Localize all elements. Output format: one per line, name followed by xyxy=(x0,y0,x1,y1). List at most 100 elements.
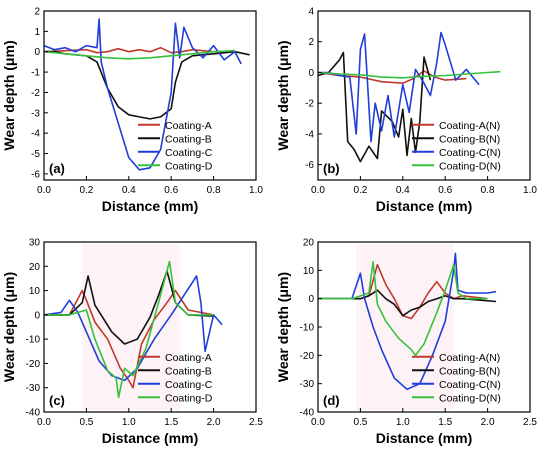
chart-panel-3: 0.0 0.5 1.0 1.5 2.0 2.5 -40 -30 -20 -10 0 10 20 30 Dis… xyxy=(1,238,263,447)
x-axis-title: Distance (mm) xyxy=(102,198,198,214)
x-tick-label: 2.5 xyxy=(249,417,263,428)
legend-entry: Coating-D(N) xyxy=(439,160,501,172)
y-tick-label: -6 xyxy=(31,169,40,180)
x-tick-label: 2.5 xyxy=(523,417,537,428)
legend-entry: Coating-C xyxy=(165,379,213,391)
series-line-Coating-D xyxy=(43,49,235,60)
legend-entry: Coating-D(N) xyxy=(439,392,501,404)
chart-panel-4: 0.0 0.5 1.0 1.5 2.0 2.5 -40 -30 -20 -10 0 10 20 Dista… xyxy=(275,238,537,447)
legend: Coating-A(N)Coating-B(N) Coating-C(N)Coat… xyxy=(412,120,501,172)
y-tick-label: 0 xyxy=(308,68,314,79)
series-line-Coating-C(N) xyxy=(318,31,480,143)
chart-panel-1: 0.0 0.2 0.4 0.6 0.8 1.0 -6 -5 -4 -3 -2 -1 0 1 2 Distanc… xyxy=(1,7,263,215)
legend-entry: Coating-B(N) xyxy=(439,365,500,377)
x-tick-label: 0.2 xyxy=(79,185,93,196)
x-tick-label: 0.5 xyxy=(79,417,93,428)
x-tick-label: 1.5 xyxy=(438,417,452,428)
y-tick-label: -40 xyxy=(300,408,315,419)
panel-label: (d) xyxy=(323,393,340,408)
x-tick-label: 0.4 xyxy=(122,185,136,196)
y-tick-label: -6 xyxy=(305,160,314,171)
legend-entry: Coating-D xyxy=(165,160,213,172)
x-tick-label: 1.0 xyxy=(396,417,410,428)
x-tick-label: 0.0 xyxy=(37,185,51,196)
chart-panel-2: 0.0 0.2 0.4 0.6 0.8 1.0 -6 -4 -2 0 2 4 Distance (mm)… xyxy=(275,7,537,215)
legend: Coating-A(N)Coating-B(N) Coating-C(N)Coat… xyxy=(412,352,501,404)
plot-frame xyxy=(317,10,531,181)
y-tick-label: 1 xyxy=(34,27,40,38)
series-line-Coating-D xyxy=(44,260,214,399)
x-tick-label: 0.6 xyxy=(438,185,452,196)
panel-label: (c) xyxy=(49,393,65,408)
y-tick-label: -3 xyxy=(31,108,40,119)
legend-entry: Coating-A xyxy=(165,120,212,132)
legend-entry: Coating-C(N) xyxy=(439,147,501,159)
legend-entry: Coating-B xyxy=(165,365,212,377)
panel-label: (b) xyxy=(323,161,340,176)
y-tick-label: -5 xyxy=(31,149,40,160)
legend-entry: Coating-A xyxy=(165,352,212,364)
x-tick-label: 0.0 xyxy=(311,185,325,196)
x-tick-label: 2.0 xyxy=(481,417,495,428)
legend-entry: Coating-B(N) xyxy=(439,133,500,145)
x-tick-label: 1.5 xyxy=(164,417,178,428)
y-tick-label: 2 xyxy=(308,37,314,48)
x-tick-label: 0.2 xyxy=(353,185,367,196)
x-axis-title: Distance (mm) xyxy=(102,430,198,446)
y-tick-label: -4 xyxy=(305,129,314,140)
y-tick-label: 30 xyxy=(29,238,41,249)
x-tick-label: 0.6 xyxy=(164,185,178,196)
x-tick-label: 0.8 xyxy=(207,185,221,196)
y-tick-label: 2 xyxy=(34,7,40,18)
y-tick-label: 0 xyxy=(308,294,314,305)
y-tick-label: 0 xyxy=(34,310,40,321)
panel-label: (a) xyxy=(49,161,65,176)
y-tick-label: 20 xyxy=(29,262,41,273)
legend-entry: Coating-D xyxy=(165,392,213,404)
series-line-Coating-B(N) xyxy=(318,289,497,317)
y-axis-title: Wear depth (μm) xyxy=(1,40,17,150)
x-tick-label: 0.8 xyxy=(481,185,495,196)
legend-entry: Coating-C(N) xyxy=(439,379,501,391)
x-tick-label: 1.0 xyxy=(523,185,537,196)
series-line-Coating-B xyxy=(44,50,250,120)
y-axis-title: Wear depth (μm) xyxy=(275,40,291,150)
legend-entry: Coating-A(N) xyxy=(439,120,500,132)
y-axis-title: Wear depth (μm) xyxy=(275,272,291,382)
x-tick-label: 0.5 xyxy=(353,417,367,428)
y-tick-label: 4 xyxy=(308,7,314,18)
x-axis-title: Distance (mm) xyxy=(376,430,472,446)
y-tick-label: -20 xyxy=(26,359,41,370)
series-line-Coating-D(N) xyxy=(317,70,501,79)
plot-frame xyxy=(43,10,257,181)
y-tick-label: -1 xyxy=(31,68,40,79)
legend-entry: Coating-A(N) xyxy=(439,352,500,364)
plot-frame xyxy=(43,241,257,413)
y-tick-label: -20 xyxy=(300,351,315,362)
x-tick-label: 2.0 xyxy=(207,417,221,428)
x-tick-label: 1.0 xyxy=(122,417,136,428)
y-tick-label: -10 xyxy=(300,323,315,334)
y-tick-label: -40 xyxy=(26,408,41,419)
y-tick-label: -30 xyxy=(300,379,315,390)
series-line-Coating-C xyxy=(43,18,242,171)
y-tick-label: -10 xyxy=(26,335,41,346)
x-tick-label: 0.0 xyxy=(311,417,325,428)
y-tick-label: 10 xyxy=(303,266,315,277)
legend-entry: Coating-C xyxy=(165,147,213,159)
legend-entry: Coating-B xyxy=(165,133,212,145)
x-axis-title: Distance (mm) xyxy=(376,198,472,214)
y-tick-label: 20 xyxy=(303,238,315,249)
y-tick-label: 0 xyxy=(34,47,40,58)
series-line-Coating-A(N) xyxy=(318,263,488,320)
series-line-Coating-D(N) xyxy=(318,260,488,357)
series-line-Coating-A xyxy=(43,46,235,54)
y-tick-label: -4 xyxy=(31,129,40,140)
y-tick-label: -2 xyxy=(305,99,314,110)
x-tick-label: 1.0 xyxy=(249,185,263,196)
y-axis-title: Wear depth (μm) xyxy=(1,272,17,382)
x-tick-label: 0.0 xyxy=(37,417,51,428)
y-tick-label: 10 xyxy=(29,286,41,297)
